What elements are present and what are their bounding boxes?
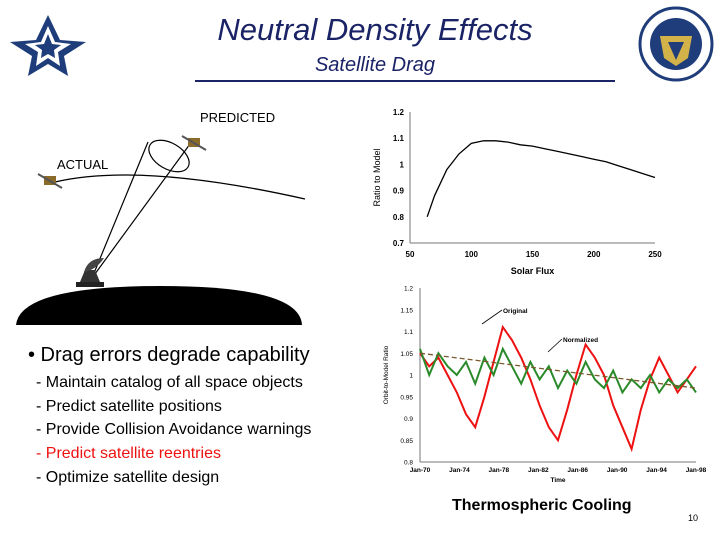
radar-beam-cone xyxy=(148,139,190,173)
y-tick-label: 1.1 xyxy=(393,134,405,143)
y-tick-label: 0.8 xyxy=(393,213,405,222)
actual-label: ACTUAL xyxy=(57,157,109,172)
y-tick-label: 1 xyxy=(400,160,405,169)
command-seal xyxy=(638,6,714,82)
drag-illustration xyxy=(16,135,306,325)
x-tick-label: 200 xyxy=(587,250,601,259)
normalized-line xyxy=(419,346,697,395)
bullet-item: - Optimize satellite design xyxy=(36,469,220,486)
y-tick-label: 0.7 xyxy=(393,239,405,248)
satellite-icon xyxy=(37,135,207,189)
annotation-leader xyxy=(547,338,563,353)
x-axis-label: Solar Flux xyxy=(511,266,555,276)
x-tick-label: Jan-86 xyxy=(567,467,588,474)
x-tick-label: 50 xyxy=(406,250,415,259)
annotation-original: Original xyxy=(503,308,528,315)
y-tick-label: 1.15 xyxy=(400,307,413,314)
y-tick-label: 1.05 xyxy=(400,351,413,358)
x-tick-label: Jan-78 xyxy=(489,467,510,474)
x-tick-label: Jan-70 xyxy=(410,467,431,474)
earth-surface xyxy=(16,286,302,325)
radar-beam-left xyxy=(91,141,149,279)
predicted-label: PREDICTED xyxy=(200,110,276,125)
x-tick-label: Jan-90 xyxy=(607,467,628,474)
slide-subtitle: Satellite Drag xyxy=(314,54,436,76)
radar-beam-right xyxy=(91,143,191,279)
x-tick-label: 100 xyxy=(465,250,479,259)
y-tick-label: 1 xyxy=(409,373,413,380)
air-force-logo xyxy=(10,15,86,76)
x-tick-label: Jan-98 xyxy=(686,467,707,474)
page-number: 10 xyxy=(688,513,699,523)
x-tick-label: 150 xyxy=(526,250,540,259)
bullet-item: - Predict satellite positions xyxy=(36,398,222,415)
annotation-leader xyxy=(481,309,503,325)
x-tick-label: 250 xyxy=(648,250,662,259)
bullet-item: - Maintain catalog of all space objects xyxy=(36,374,303,391)
y-axis-label: Orbit-to-Model Ratio xyxy=(383,345,390,404)
y-tick-label: 0.8 xyxy=(404,460,413,467)
ratio-line xyxy=(426,140,656,218)
trend-line xyxy=(419,352,697,389)
y-tick-label: 0.9 xyxy=(393,187,405,196)
title-divider xyxy=(195,80,615,82)
chart-caption: Thermospheric Cooling xyxy=(452,497,632,514)
slide-title: Neutral Density Effects xyxy=(217,12,533,47)
x-tick-label: Jan-74 xyxy=(449,467,470,474)
radar-icon xyxy=(76,258,104,287)
y-tick-label: 0.9 xyxy=(404,416,413,423)
original-line xyxy=(419,324,697,453)
y-tick-label: 0.85 xyxy=(400,438,413,445)
x-axis-label: Time xyxy=(550,477,565,484)
bullet-item-highlight: - Predict satellite reentries xyxy=(36,445,221,462)
y-tick-label: 1.2 xyxy=(393,108,405,117)
y-tick-label: 1.1 xyxy=(404,329,413,336)
bullet-item: - Provide Collision Avoidance warnings xyxy=(36,421,312,438)
main-bullet: • Drag errors degrade capability xyxy=(28,344,310,366)
y-tick-label: 0.95 xyxy=(400,394,413,401)
actual-orbit-path xyxy=(54,174,306,200)
y-tick-label: 1.2 xyxy=(404,286,413,293)
y-axis-label: Ratio to Model xyxy=(372,148,382,206)
x-tick-label: Jan-82 xyxy=(528,467,549,474)
x-tick-label: Jan-94 xyxy=(646,467,667,474)
solar-flux-chart: 1.2 1.1 1 0.9 0.8 0.750 100 150 200 250 Solar Flux… xyxy=(372,108,662,276)
annotation-normalized: Normalized xyxy=(563,337,598,344)
